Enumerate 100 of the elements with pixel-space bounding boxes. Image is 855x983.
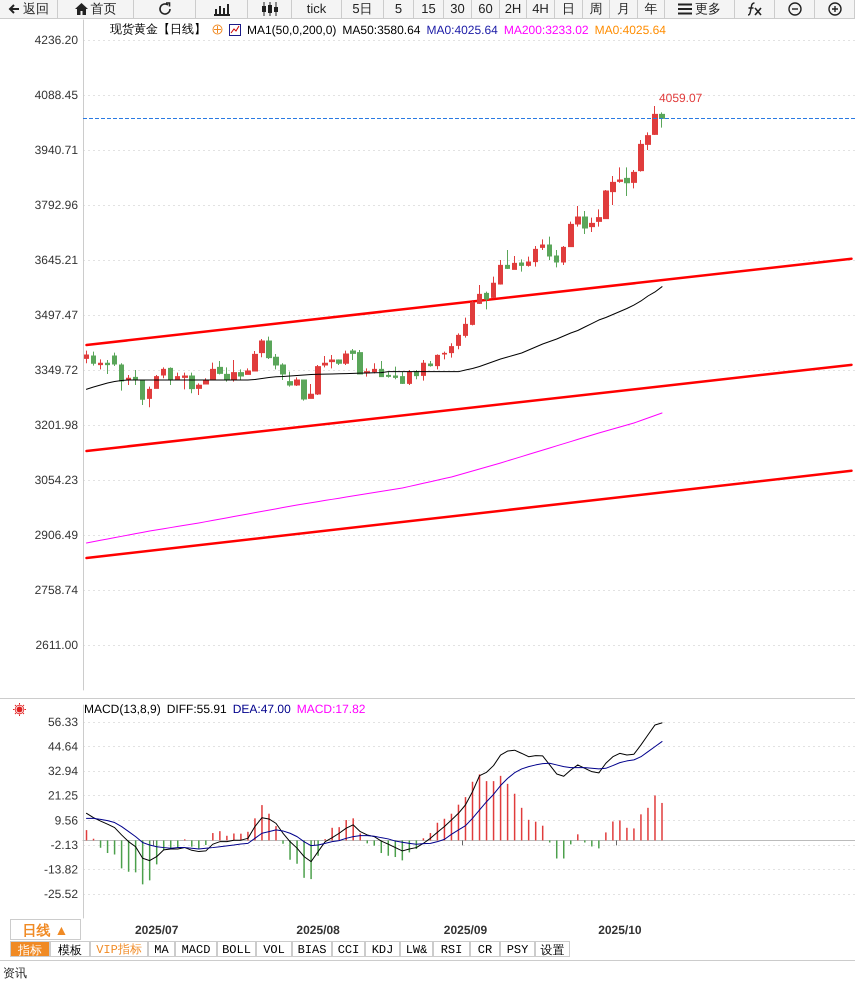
candlestick [210, 362, 216, 380]
line-series [86, 741, 662, 850]
candlestick [463, 317, 468, 338]
candlestick [428, 360, 433, 368]
candlestick [484, 291, 489, 310]
candlestick [631, 170, 637, 189]
candlestick [112, 352, 117, 366]
candlestick [435, 354, 440, 370]
text: 日 [562, 0, 575, 18]
line-series [86, 412, 662, 544]
text: CR [470, 941, 500, 957]
candlestick [589, 217, 595, 232]
candlestick [505, 249, 510, 270]
text: tick [306, 0, 326, 18]
line-series [86, 722, 662, 862]
candlestick [442, 351, 447, 360]
candlestick [449, 342, 454, 358]
text: 设置 [535, 941, 570, 957]
candlestick [224, 366, 230, 382]
candlestick [182, 372, 188, 390]
candlestick [175, 372, 180, 380]
text: 5日 [352, 0, 373, 18]
candlestick [105, 359, 110, 374]
candlestick [154, 374, 159, 389]
candlestick [140, 379, 145, 406]
candlestick [519, 258, 524, 272]
y-tick-label: 4088.45 [34, 88, 78, 102]
candlestick [498, 260, 503, 286]
text: 30 [450, 0, 465, 18]
text: BOLL [217, 941, 256, 957]
candlestick [372, 362, 377, 374]
candlestick [168, 366, 173, 386]
candlestick [414, 370, 419, 380]
candlestick [119, 362, 124, 392]
y-tick-label: 44.64 [48, 740, 78, 754]
text: 5 [394, 0, 402, 18]
annotation: MA0:4025.64 [426, 22, 498, 36]
text: 资讯 [3, 965, 27, 982]
chart-title: MACD(13,8,9) [84, 702, 161, 716]
candlestick [322, 355, 328, 368]
text: LW& [400, 941, 433, 957]
candlestick [617, 166, 623, 184]
y-tick-label: 3497.47 [34, 308, 78, 322]
y-tick-label: -13.82 [44, 862, 78, 876]
text: 指标 [10, 941, 50, 957]
candlestick [231, 359, 237, 382]
y-tick-label: 4236.20 [34, 33, 78, 48]
x-tick-label: 2025/07 [134, 923, 179, 937]
candlestick [533, 246, 538, 268]
text: 4H [532, 0, 549, 18]
candlestick [98, 358, 103, 370]
annotation: MA0:4025.64 [594, 22, 666, 36]
text: VOL [256, 941, 292, 957]
text: 月 [617, 0, 630, 18]
candlestick [470, 299, 475, 326]
text: 首页 [90, 0, 116, 18]
text: PSY [500, 941, 535, 957]
y-tick-label: 2906.49 [34, 528, 78, 542]
candlestick [84, 350, 89, 364]
candlestick [238, 368, 244, 380]
y-tick-label: 3201.98 [34, 418, 78, 432]
annotation: MACD:17.82 [296, 702, 366, 716]
text: CCI [332, 941, 365, 957]
annotation: MA1(50,0,200,0) [247, 22, 336, 36]
candlestick [203, 378, 209, 384]
text: DEA:47.00 [232, 702, 291, 716]
y-tick-label: 2611.00 [36, 638, 78, 652]
text: 更多 [695, 0, 721, 18]
candlestick [477, 284, 482, 305]
candlestick [393, 366, 398, 380]
y-tick-label: 3645.21 [34, 253, 78, 268]
candlestick [561, 246, 566, 266]
x-tick-label: 2025/09 [444, 923, 488, 937]
candlestick [287, 371, 293, 388]
y-tick-label: 56.33 [48, 714, 78, 729]
candlestick [582, 210, 588, 234]
line-series [86, 286, 662, 390]
candlestick [336, 358, 342, 366]
chart-title: 现货黄金【日线】 [110, 21, 206, 38]
y-tick-label: -25.52 [44, 887, 78, 902]
text: RSI [433, 941, 470, 957]
candlestick [554, 249, 559, 268]
candlestick [540, 238, 545, 250]
text: 15 [421, 0, 436, 18]
candlestick [386, 371, 391, 378]
candlestick [652, 105, 658, 136]
text: MA200:3233.02 [504, 22, 589, 36]
candlestick [526, 256, 531, 268]
x-tick-label: 2025/08 [296, 923, 340, 937]
text: 周 [590, 0, 602, 18]
candlestick [456, 332, 461, 350]
text: 年 [644, 0, 658, 18]
candlestick [624, 166, 630, 196]
candlestick [512, 255, 517, 270]
candlestick [189, 372, 195, 394]
candlestick [147, 386, 152, 408]
text: 2H [504, 0, 522, 18]
y-tick-label: 3349.72 [34, 362, 78, 377]
candlestick [91, 351, 96, 366]
candlestick [343, 350, 349, 366]
